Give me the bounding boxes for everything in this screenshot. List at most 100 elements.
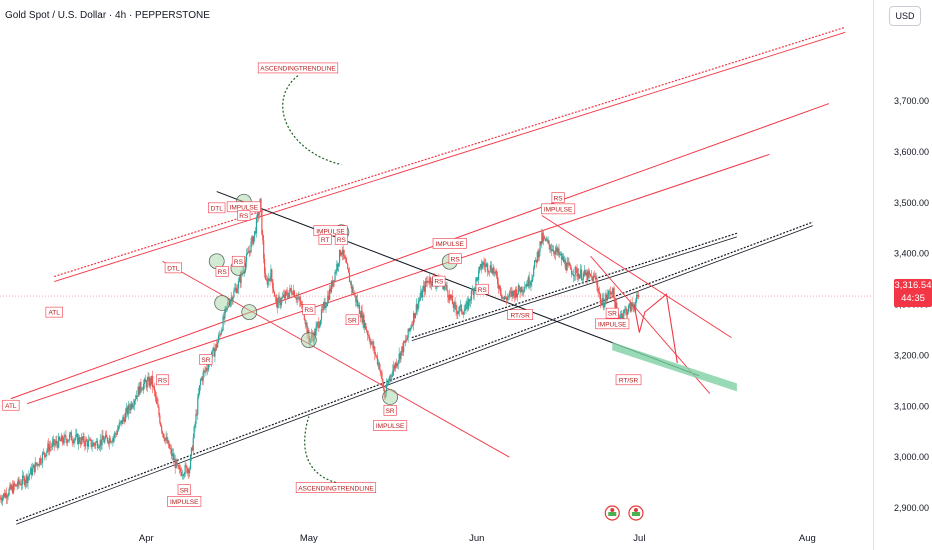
- alert-icons[interactable]: [604, 505, 644, 521]
- candle-body: [122, 417, 124, 424]
- candle-body: [273, 288, 275, 293]
- candle: [571, 271, 574, 276]
- candle-body: [319, 324, 321, 328]
- candle: [286, 287, 288, 299]
- candle: [350, 280, 352, 295]
- candle: [299, 296, 301, 308]
- candle: [330, 280, 333, 294]
- candle-body: [78, 437, 81, 443]
- candle-body: [415, 304, 417, 314]
- candle-body: [635, 301, 637, 309]
- candle-body: [222, 316, 224, 331]
- candle: [174, 454, 176, 474]
- candle: [414, 312, 417, 319]
- candle: [565, 261, 567, 274]
- annotation-box: [507, 309, 533, 320]
- candle: [86, 438, 89, 453]
- candle-body: [585, 272, 587, 276]
- candle: [395, 358, 398, 369]
- candle-body: [547, 240, 549, 242]
- candle: [92, 439, 94, 447]
- time-axis[interactable]: Apr May Jun Jul Aug: [139, 533, 816, 544]
- alert-icon[interactable]: [604, 505, 620, 521]
- annotation-text: IMPULSE: [376, 423, 405, 430]
- candle-body: [592, 275, 594, 282]
- short-trendline: [411, 236, 738, 342]
- candle-body: [233, 290, 235, 298]
- candle-body: [133, 400, 136, 406]
- candle-body: [166, 436, 168, 443]
- candle-body: [190, 447, 193, 456]
- candle-body: [198, 385, 201, 394]
- candle-body: [21, 484, 23, 486]
- candle-body: [357, 299, 359, 307]
- x-tick-label: Jul: [633, 533, 645, 544]
- candle-body: [628, 303, 631, 306]
- candle-body: [552, 249, 555, 253]
- candle-body: [348, 272, 351, 283]
- candle-body: [386, 383, 389, 385]
- candle: [474, 287, 476, 290]
- candle: [137, 382, 139, 397]
- candle: [134, 394, 137, 405]
- candle: [102, 429, 104, 440]
- candle: [456, 304, 458, 320]
- candle: [329, 285, 331, 301]
- candle-body: [180, 468, 182, 472]
- candle: [581, 278, 584, 283]
- candle-body: [197, 397, 199, 415]
- candle-body: [428, 281, 430, 283]
- candle: [282, 292, 284, 299]
- candle-body: [468, 299, 470, 309]
- candle: [423, 281, 426, 298]
- currency-button[interactable]: USD: [889, 6, 921, 26]
- candle-body: [629, 303, 631, 312]
- candle-body: [155, 397, 157, 400]
- candle-body: [204, 370, 206, 372]
- candle-body: [218, 334, 221, 336]
- candle: [367, 330, 370, 339]
- candle: [170, 444, 173, 460]
- candle: [321, 305, 323, 313]
- candle-body: [234, 289, 236, 291]
- candle: [202, 367, 204, 386]
- candle: [171, 448, 174, 461]
- candle-body: [390, 375, 392, 377]
- x-tick-label: Apr: [139, 533, 154, 544]
- annotation-box: [177, 484, 191, 495]
- candle-body: [168, 440, 170, 448]
- candle: [353, 292, 355, 295]
- alert-icon[interactable]: [628, 505, 644, 521]
- candle: [131, 400, 133, 410]
- candle: [184, 461, 186, 478]
- candle: [608, 289, 610, 300]
- candle-body: [0, 497, 1, 499]
- candle: [320, 305, 323, 325]
- candle-body: [167, 440, 169, 443]
- candle-body: [252, 236, 254, 244]
- drawing-layer-back: [10, 26, 846, 525]
- candle-body: [590, 276, 593, 277]
- candle: [326, 301, 328, 307]
- touch-point-circle: [382, 389, 399, 405]
- candle-body: [105, 434, 107, 439]
- candle-body: [60, 435, 63, 442]
- candle: [126, 405, 128, 417]
- candle-body: [41, 453, 44, 463]
- candle-body: [520, 286, 522, 293]
- price-axis[interactable]: 2,900.003,000.003,100.003,200.003,300.00…: [0, 96, 929, 513]
- candle-body: [203, 370, 205, 373]
- ascending-trendline: [16, 225, 813, 525]
- candle-body: [64, 435, 66, 436]
- candle: [552, 245, 555, 256]
- candle-body: [427, 280, 429, 282]
- annotation-box: [551, 192, 565, 203]
- candle-body: [246, 252, 249, 254]
- candle-body: [367, 335, 370, 336]
- candle-body: [525, 284, 528, 287]
- candle: [550, 243, 552, 253]
- candle: [14, 483, 16, 488]
- candle: [319, 321, 321, 329]
- candle: [96, 438, 99, 451]
